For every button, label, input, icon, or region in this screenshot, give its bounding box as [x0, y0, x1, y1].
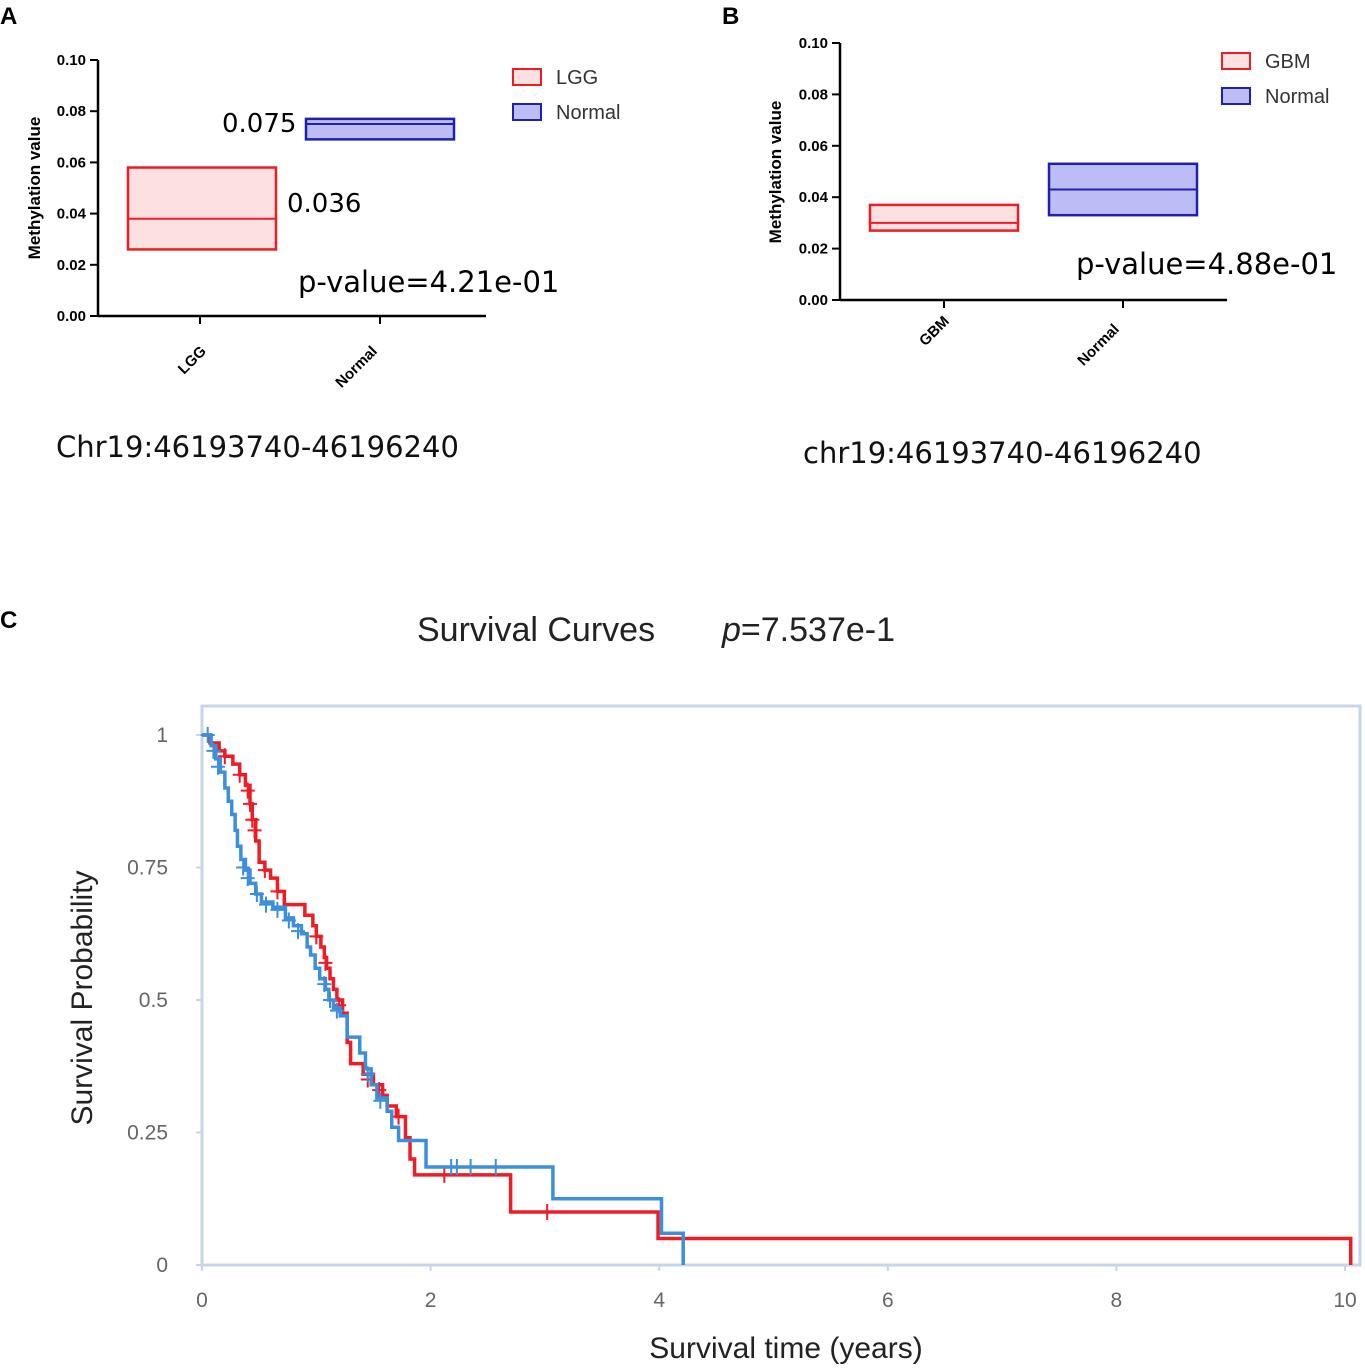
panel-c-survival: Survival Curves p=7.537e-1 0 2 4 6 8 1000.250… [66, 611, 1362, 1365]
panel-a-annotation-lgg: 0.036 [287, 189, 361, 219]
panel-a-y-ticks: 0.00 0.02 0.04 0.06 0.08 0.10 [57, 52, 98, 325]
censor-mark-red [232, 766, 247, 783]
panel-b-pvalue: p-value=4.88e-01 [1076, 247, 1337, 281]
panel-a-ytick-label: 0.00 [57, 308, 86, 325]
censor-mark-blue [211, 758, 226, 775]
censor-mark-red [540, 1204, 555, 1220]
panel-a-xtick-lgg: LGG [175, 343, 210, 378]
panel-c-ylabel: Survival Probability [66, 870, 99, 1125]
panel-b-ytick-label: 0.10 [799, 35, 828, 52]
panel-b-ytick-label: 0.08 [799, 86, 828, 103]
panel-a-legend-normal: Normal [556, 102, 620, 124]
panel-c-xtick-label: 0 [196, 1289, 208, 1312]
survival-curve-blue [202, 733, 685, 1265]
panel-c-ticks: 0 2 4 6 8 10 0 0.25 0.5 0.75 1 [127, 724, 1357, 1312]
panel-a-ytick-label: 0.10 [57, 52, 86, 69]
censor-mark-blue [463, 1158, 478, 1175]
panel-b-ylabel: Methylation value [766, 101, 785, 244]
censor-mark-blue [240, 870, 255, 887]
panel-c-ytick-label: 0 [156, 1254, 168, 1277]
panel-c-series [200, 727, 1353, 1265]
panel-c-title: Survival Curves [417, 611, 655, 649]
censor-mark-blue [281, 912, 296, 929]
censor-mark-blue [270, 901, 285, 918]
panel-c-pvalue-value: =7.537e-1 [741, 611, 895, 649]
panel-a-ytick-label: 0.08 [57, 103, 86, 120]
censor-mark-blue [317, 976, 332, 993]
censor-mark-blue [449, 1158, 464, 1175]
censor-mark-red [391, 1108, 406, 1125]
censor-mark-red [437, 1166, 452, 1183]
panel-c-pvalue: p=7.537e-1 [721, 611, 895, 649]
panel-b-ytick-label: 0.04 [799, 189, 829, 206]
censor-mark-blue [259, 896, 274, 913]
panel-b-box-gbm [868, 203, 1020, 232]
panel-c-ytick-label: 0.75 [127, 857, 168, 880]
panel-a-region: Chr19:46193740-46196240 [56, 430, 459, 464]
censor-mark-blue [206, 742, 221, 759]
censor-mark-red [309, 928, 324, 945]
censor-mark-red [257, 862, 272, 879]
censor-mark-blue [329, 1002, 344, 1019]
panel-a-ylabel: Methylation value [25, 117, 44, 260]
panel-a-ytick-label: 0.02 [57, 257, 86, 274]
panel-c-xtick-label: 2 [425, 1289, 437, 1312]
panel-a-legend-swatch-normal [512, 103, 542, 121]
censor-mark-red [240, 782, 255, 799]
panel-b-xtick-normal: Normal [1074, 321, 1123, 370]
censor-mark-blue [200, 727, 215, 743]
panel-a-annotation-normal: 0.075 [222, 109, 296, 139]
panel-c-ytick-label: 0.5 [139, 989, 168, 1012]
panel-a-box-normal [304, 117, 456, 141]
censor-mark-blue [360, 1066, 375, 1083]
censor-mark-red [372, 1082, 387, 1099]
panel-b-boxplot: 0.00 0.02 0.04 0.06 0.08 0.10 GBM Normal Meth… [766, 35, 1337, 470]
panel-b-ytick-label: 0.02 [799, 241, 828, 258]
panel-a-ytick-label: 0.04 [57, 206, 87, 223]
panel-b-legend-normal: Normal [1265, 86, 1329, 108]
censor-mark-red [247, 822, 262, 839]
panel-c-xtick-label: 4 [653, 1289, 665, 1312]
panel-label-c: C [0, 607, 17, 634]
panel-a-legend-lgg: LGG [556, 67, 598, 89]
panel-b-legend-gbm: GBM [1265, 51, 1311, 73]
panel-label-b: B [722, 3, 739, 30]
panel-a-legend-swatch-lgg [512, 68, 542, 86]
panel-a-xtick-normal: Normal [332, 343, 381, 392]
censor-mark-blue [249, 886, 264, 902]
panel-a-box-lgg [126, 166, 278, 251]
censor-mark-blue [488, 1158, 503, 1175]
panel-b-xtick-gbm: GBM [916, 313, 953, 350]
censor-mark-red [245, 811, 260, 828]
panel-c-ytick-label: 0.25 [127, 1122, 168, 1145]
panel-b-ytick-label: 0.06 [799, 138, 828, 155]
panel-label-a: A [0, 3, 17, 30]
censor-mark-blue [291, 923, 306, 940]
panel-c-ytick-label: 1 [156, 724, 168, 747]
panel-b-legend-swatch-normal [1221, 87, 1251, 105]
censor-mark-blue [236, 859, 251, 876]
censor-mark-blue [323, 992, 338, 1008]
censor-mark-red [270, 883, 285, 900]
censor-mark-red [243, 795, 258, 812]
panel-b-legend-swatch-gbm [1221, 52, 1251, 70]
panel-b-ytick-label: 0.00 [799, 292, 828, 309]
panel-b-y-ticks: 0.00 0.02 0.04 0.06 0.08 0.10 [799, 35, 840, 309]
panel-b-region: chr19:46193740-46196240 [803, 436, 1202, 470]
panel-a-pvalue: p-value=4.21e-01 [298, 265, 559, 299]
censor-mark-red [318, 954, 333, 971]
panel-c-xtick-label: 6 [882, 1289, 894, 1312]
panel-c-plot-frame [200, 704, 1362, 1267]
panel-c-xlabel: Survival time (years) [649, 1332, 922, 1365]
panel-a-boxplot: 0.00 0.02 0.04 0.06 0.08 0.10 LGG Normal Meth… [25, 52, 620, 464]
censor-mark-red [217, 748, 232, 765]
panel-c-xtick-label: 10 [1333, 1289, 1356, 1312]
censor-mark-blue [373, 1092, 388, 1109]
survival-curve-red [202, 733, 1353, 1265]
panel-a-ytick-label: 0.06 [57, 154, 86, 171]
panel-c-xtick-label: 8 [1111, 1289, 1123, 1312]
panel-c-pvalue-prefix: p [721, 611, 741, 649]
